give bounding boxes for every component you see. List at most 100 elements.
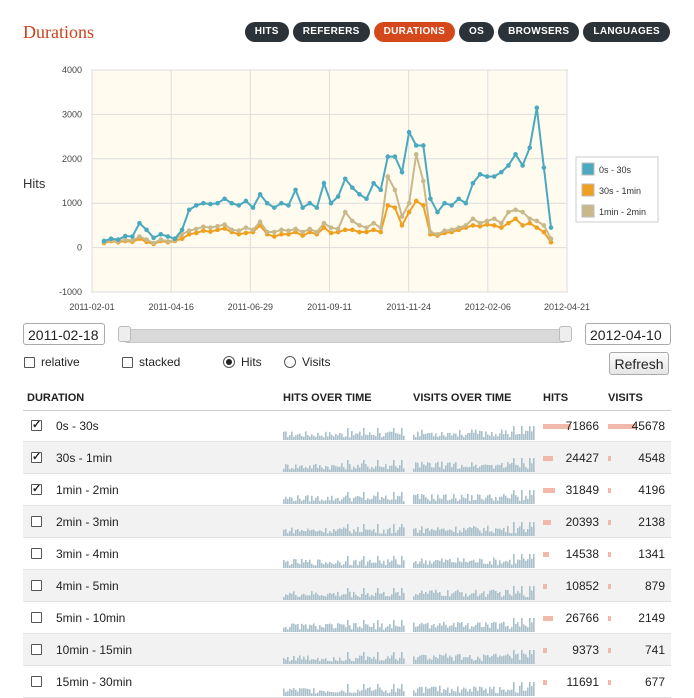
relative-option[interactable]: relative [24, 355, 80, 369]
x-tick-label: 2012-04-21 [544, 302, 590, 312]
row-checkbox[interactable] [31, 418, 42, 431]
row-checkbox[interactable] [31, 450, 42, 463]
slider-end-handle[interactable] [559, 326, 572, 342]
sparkline-bar [377, 524, 379, 536]
data-point [172, 236, 178, 242]
sparkline-bar [313, 688, 315, 696]
sparkline-bar [419, 530, 421, 536]
visits-radio[interactable] [284, 356, 296, 368]
sparkline-bar [471, 527, 473, 536]
sparkline-bar [325, 431, 327, 440]
hits-radio[interactable] [223, 356, 235, 368]
sparkline-bar [531, 431, 533, 440]
sparkline-bar [287, 595, 289, 600]
data-point [449, 203, 454, 208]
row-checkbox[interactable] [31, 644, 42, 655]
sparkline-bar [393, 524, 395, 536]
sparkline-bar [361, 497, 363, 504]
refresh-button[interactable]: Refresh [609, 352, 669, 375]
sparkline-bar [511, 533, 513, 536]
date-from-input[interactable]: 2011-02-18 [23, 323, 105, 345]
sparkline-bar [355, 468, 357, 472]
sparkline-bar [311, 434, 313, 440]
date-to-input[interactable]: 2012-04-10 [585, 323, 671, 345]
sparkline-bar [427, 498, 429, 504]
date-range-slider[interactable] [118, 326, 572, 343]
visits-sparkline [413, 586, 535, 600]
stacked-checkbox[interactable] [122, 356, 133, 368]
relative-checkbox[interactable] [24, 356, 35, 368]
sparkline-bar [523, 500, 525, 504]
sparkline-bar [381, 533, 383, 536]
stacked-option[interactable]: stacked [122, 355, 180, 369]
data-point [548, 239, 554, 245]
data-point [534, 218, 540, 224]
header-hits[interactable]: HITS [543, 392, 569, 404]
row-checkbox[interactable] [31, 516, 42, 527]
sparkline-bar [347, 556, 349, 568]
sparkline-bar [309, 436, 311, 440]
sparkline-bar [441, 655, 443, 664]
sparkline-bar [497, 436, 499, 440]
header-visits[interactable]: VISITS [608, 392, 643, 404]
sparkline-bar [431, 625, 433, 632]
sparkline-bar [351, 533, 353, 536]
sparkline-bar [335, 595, 337, 600]
tab-hits[interactable]: HITS [244, 22, 289, 42]
sparkline-bar [433, 436, 435, 440]
tab-referers[interactable]: REFERERS [292, 22, 370, 42]
slider-start-handle[interactable] [118, 326, 131, 342]
row-checkbox[interactable] [31, 612, 42, 623]
sparkline-bar [359, 626, 361, 632]
sparkline-bar [491, 622, 493, 632]
data-point [513, 207, 518, 213]
header-duration[interactable]: DURATION [27, 392, 85, 404]
tab-durations[interactable]: DURATIONS [373, 22, 456, 42]
sparkline-bar [301, 500, 303, 504]
data-point [506, 220, 511, 226]
sparkline-bar [331, 532, 333, 536]
sparkline-bar [285, 594, 287, 600]
sparkline-bar [509, 559, 511, 568]
sparkline-bar [451, 593, 453, 600]
data-point [371, 220, 376, 226]
sparkline-bar [375, 496, 377, 504]
sparkline-bar [519, 559, 521, 568]
visits-option[interactable]: Visits [284, 355, 330, 369]
sparkline-bar [307, 468, 309, 472]
tab-os[interactable]: OS [459, 22, 495, 42]
sparkline-bar [517, 559, 519, 568]
sparkline-bar [297, 562, 299, 568]
header-hits-over-time: HITS OVER TIME [283, 392, 372, 404]
series-line [103, 199, 552, 246]
sparkline-bar [429, 628, 431, 632]
row-checkbox[interactable] [31, 676, 42, 687]
sparkline-bar [369, 529, 371, 536]
sparkline-bar [289, 469, 291, 472]
sparkline-bar [287, 629, 289, 632]
visits-radio-label: Visits [302, 355, 331, 369]
sparkline-bar [313, 594, 315, 600]
sparkline-bar [383, 560, 385, 568]
sparkline-bar [423, 624, 425, 632]
sparkline-bar [495, 653, 497, 664]
sparkline-bar [475, 527, 477, 536]
sparkline-bar [489, 531, 491, 536]
sparkline-bar [529, 554, 531, 568]
tab-browsers[interactable]: BROWSERS [498, 22, 580, 42]
row-duration-label: 3min - 4min [56, 547, 119, 561]
data-point [158, 231, 164, 237]
sparkline-bar [289, 661, 291, 664]
sparkline-bar [295, 464, 297, 472]
tab-languages[interactable]: LANGUAGES [583, 22, 670, 42]
sparkline-bar [501, 530, 503, 536]
row-checkbox[interactable] [31, 548, 42, 559]
row-checkbox[interactable] [31, 482, 42, 495]
data-point [144, 237, 149, 242]
sparkline-bar [423, 464, 425, 472]
row-checkbox[interactable] [31, 580, 42, 591]
sparkline-bar [475, 687, 477, 696]
sparkline-bar [363, 556, 365, 568]
sparkline-bar [353, 435, 355, 440]
hits-option[interactable]: Hits [223, 355, 262, 369]
